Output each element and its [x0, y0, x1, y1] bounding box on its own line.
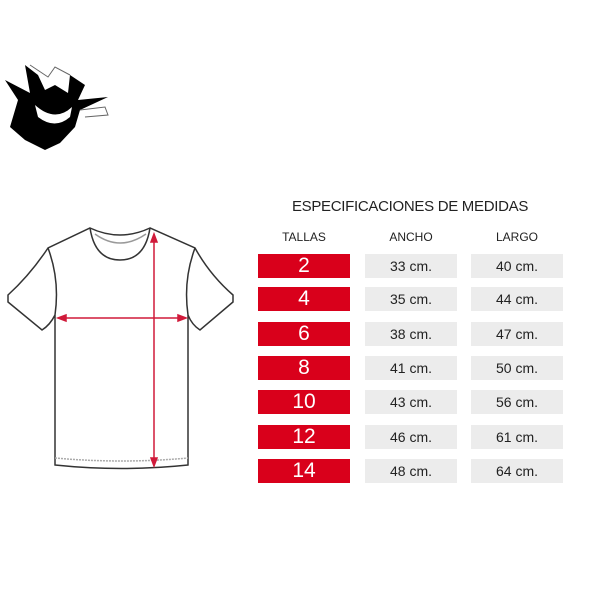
largo-cell: 61 cm. — [471, 425, 563, 449]
ancho-cell: 48 cm. — [365, 459, 457, 483]
largo-cell: 64 cm. — [471, 459, 563, 483]
ancho-cell: 41 cm. — [365, 356, 457, 380]
largo-cell: 40 cm. — [471, 254, 563, 278]
size-cell: 12 — [258, 425, 350, 449]
size-cell: 14 — [258, 459, 350, 483]
page-title: ESPECIFICACIONES DE MEDIDAS — [291, 198, 529, 215]
tshirt-measurement-diagram — [7, 227, 234, 470]
ancho-cell: 38 cm. — [365, 322, 457, 346]
ancho-cell: 46 cm. — [365, 425, 457, 449]
size-cell: 10 — [258, 390, 350, 414]
ghost-face-logo — [5, 64, 109, 150]
largo-cell: 44 cm. — [471, 287, 563, 311]
largo-cell: 56 cm. — [471, 390, 563, 414]
size-cell: 4 — [258, 287, 350, 311]
largo-cell: 47 cm. — [471, 322, 563, 346]
largo-cell: 50 cm. — [471, 356, 563, 380]
ancho-cell: 43 cm. — [365, 390, 457, 414]
ancho-cell: 33 cm. — [365, 254, 457, 278]
ancho-cell: 35 cm. — [365, 287, 457, 311]
header-largo: LARGO — [495, 230, 538, 244]
header-tallas: TALLAS — [282, 230, 326, 244]
header-ancho: ANCHO — [389, 230, 433, 244]
size-cell: 6 — [258, 322, 350, 346]
size-cell: 8 — [258, 356, 350, 380]
size-cell: 2 — [258, 254, 350, 278]
